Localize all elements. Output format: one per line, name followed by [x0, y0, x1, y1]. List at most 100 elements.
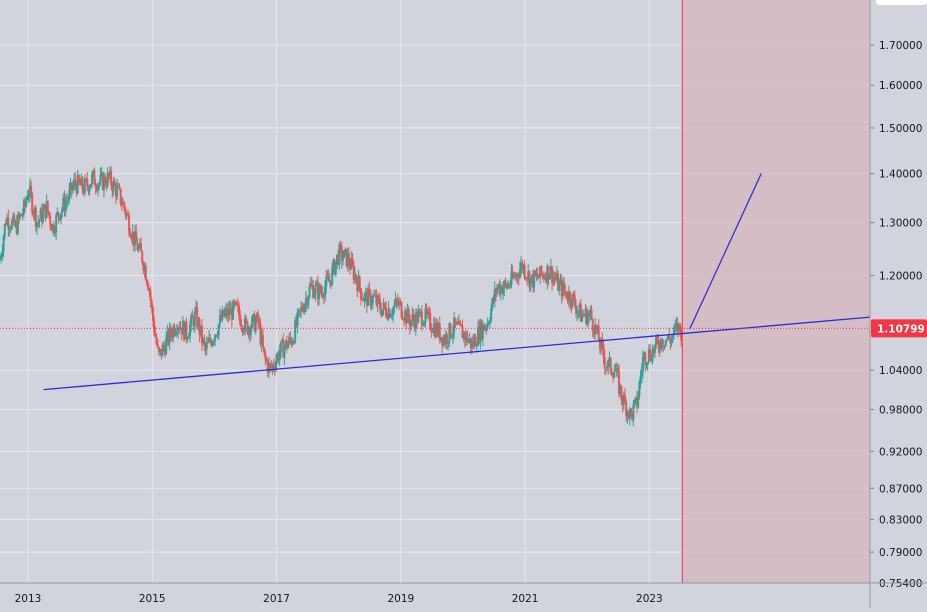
candle-body: [347, 253, 350, 265]
candle-body: [422, 325, 425, 327]
candle-body: [70, 182, 73, 191]
candle-body: [650, 358, 653, 362]
candle-body: [443, 337, 446, 344]
candle-body: [535, 274, 538, 276]
projection-line[interactable]: [689, 173, 762, 330]
candle-body: [536, 274, 539, 278]
candle-body: [553, 276, 556, 279]
candle-body: [157, 347, 160, 353]
candle-body: [89, 184, 92, 187]
candle-body: [318, 285, 321, 299]
candle-body: [429, 312, 432, 329]
candle-body: [665, 339, 668, 341]
candle-body: [539, 266, 542, 278]
candle-body: [249, 327, 252, 336]
candle-body: [408, 319, 411, 328]
candle-body: [25, 199, 28, 207]
candle-body: [189, 324, 192, 337]
candle-body: [147, 284, 150, 291]
candle-body: [114, 185, 117, 197]
y-tick-label: 0.92000: [879, 446, 922, 458]
candle-body: [426, 311, 429, 315]
candle-body: [336, 254, 339, 262]
candle-body: [597, 326, 600, 342]
candle-body: [254, 320, 257, 332]
candle-body: [46, 200, 49, 212]
candle-body: [264, 352, 267, 359]
candle-body: [101, 173, 104, 190]
candle-body: [185, 321, 188, 339]
candle-body: [165, 338, 168, 355]
candle-body: [144, 265, 147, 280]
candle-body: [253, 314, 256, 332]
candle-body: [620, 385, 623, 400]
candle-body: [417, 311, 420, 323]
candle-body: [670, 338, 673, 344]
candle-body: [39, 209, 42, 220]
candle-body: [295, 320, 298, 326]
candle-body: [64, 201, 67, 212]
candle-body: [615, 367, 618, 371]
candle-body: [585, 308, 588, 325]
price-axis[interactable]: 1.70000 1.60000 1.50000 1.40000 1.30000 1.200…: [869, 0, 922, 608]
candle-body: [99, 174, 102, 184]
candle-body: [105, 184, 108, 187]
toolbar-corner-widget[interactable]: [876, 0, 927, 5]
candle-body: [678, 323, 681, 330]
candle-body: [504, 281, 507, 284]
candle-body: [337, 254, 340, 265]
candle-body: [435, 323, 438, 337]
candle-body: [575, 305, 578, 314]
candle-body: [187, 336, 190, 339]
candle-body: [312, 284, 315, 298]
last-price-badge: [871, 319, 927, 338]
support-trendline[interactable]: [43, 316, 871, 391]
candle-body: [511, 270, 514, 278]
candle-body: [565, 291, 568, 298]
candle-body: [388, 309, 391, 318]
candle-body: [626, 411, 629, 417]
candle-body: [50, 224, 53, 231]
candle-body: [621, 399, 624, 405]
candle-body: [142, 262, 145, 271]
candle-body: [374, 295, 377, 297]
candle-body: [252, 314, 255, 317]
candle-body: [260, 334, 263, 345]
candle-body: [345, 249, 348, 267]
candle-body: [503, 281, 506, 289]
candle-body: [57, 212, 60, 217]
candle-body: [327, 277, 330, 282]
candle-body: [639, 376, 642, 383]
candle-body: [662, 345, 665, 347]
candle-body: [485, 327, 488, 329]
candle-body: [294, 320, 297, 343]
candle-body: [394, 299, 397, 306]
candle-body: [402, 319, 405, 321]
candle-body: [657, 340, 660, 348]
candle-body: [393, 305, 396, 308]
candle-body: [405, 310, 408, 324]
candle-body: [622, 394, 625, 405]
candle-body: [651, 349, 654, 362]
candle-body: [454, 317, 457, 325]
candle-body: [235, 301, 238, 305]
candle-body: [527, 271, 530, 279]
candle-body: [37, 221, 40, 223]
candle-body: [383, 303, 386, 308]
candle-body: [191, 315, 194, 319]
candle-body: [261, 334, 264, 347]
candle-body: [447, 342, 450, 344]
candle-body: [664, 340, 667, 347]
time-axis[interactable]: 2013 2015 2017 2019 2021 2023: [0, 582, 927, 605]
candle-body: [33, 207, 36, 214]
candle-body: [456, 322, 459, 325]
candle-body: [618, 371, 621, 394]
candle-body: [326, 276, 329, 278]
candle-body: [594, 324, 597, 335]
candle-body: [129, 232, 132, 237]
candle-body: [43, 204, 46, 211]
candle-body: [634, 396, 637, 401]
candle-body: [59, 213, 62, 220]
candle-body: [120, 204, 123, 206]
